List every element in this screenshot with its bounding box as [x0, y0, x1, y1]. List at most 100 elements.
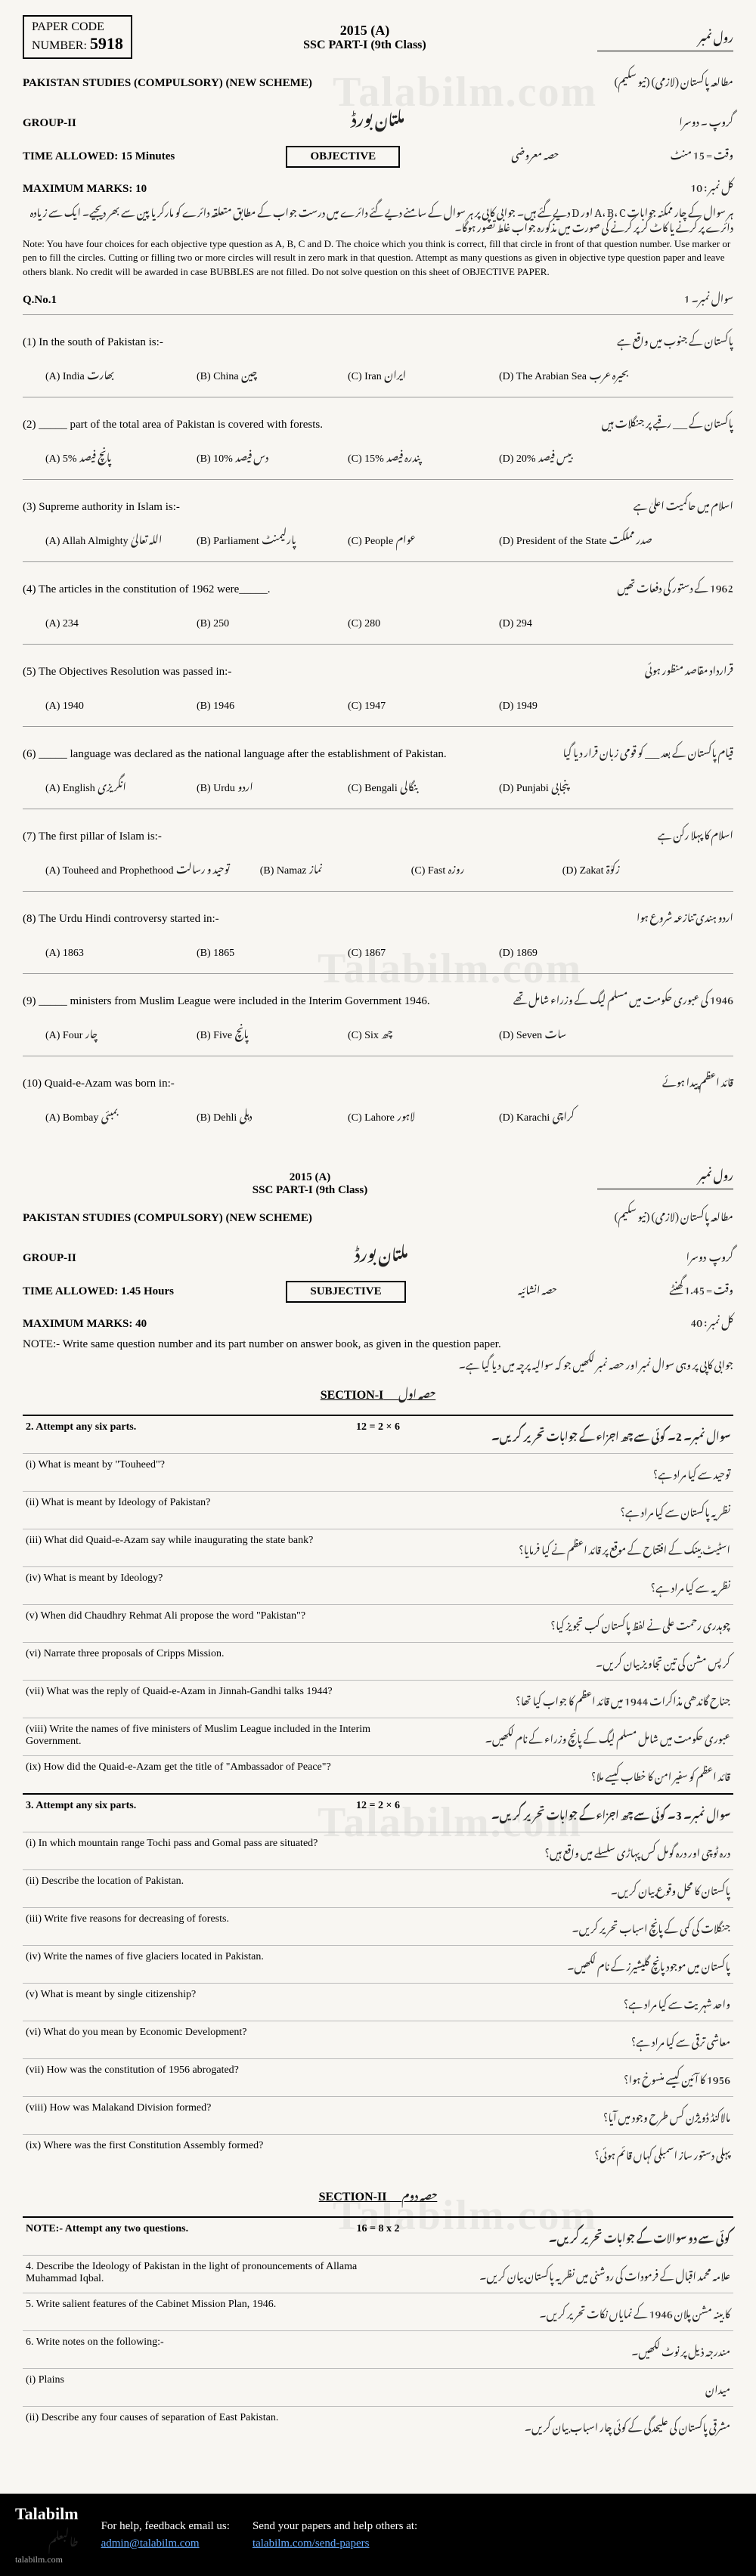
mcq-options: (A) Touheed and Prophethood توحید و رسال…: [23, 851, 733, 885]
short-question: (vii) How was the constitution of 1956 a…: [23, 2058, 733, 2096]
marks-urdu: کل نمبر : 10: [691, 172, 734, 199]
mcq-option: (C) People عوام: [348, 524, 469, 551]
mcq-stem-en: (9) _____ ministers from Muslim League w…: [23, 995, 430, 1008]
mcq-option: (B) 250: [197, 607, 318, 633]
mcq-option: (C) Bengali بنگالی: [348, 772, 469, 798]
mcq-stem-en: (5) The Objectives Resolution was passed…: [23, 666, 231, 679]
mcq-option: (C) Iran ایران: [348, 360, 469, 386]
mcq-item: (4) The articles in the constitution of …: [23, 561, 733, 644]
short-question: (i) Plainsمیدان: [23, 2368, 733, 2406]
subj-time-ur: وقت = 1.45 گھنٹے: [669, 1275, 733, 1301]
short-question: (vii) What was the reply of Quaid-e-Azam…: [23, 1680, 733, 1718]
mcq-option: (A) 1863: [45, 936, 166, 963]
mcq-options: (A) 5% پانچ فیصد(B) 10% دس فیصد(C) 15% پ…: [23, 439, 733, 473]
subjective-label: SUBJECTIVE: [286, 1281, 405, 1303]
note-urdu: ہر سوال کے چار ممکنہ جوابات A، B، C اور …: [23, 203, 733, 233]
lq-note: NOTE:- Attempt any two questions.: [26, 2223, 357, 2250]
mcq-item: (1) In the south of Pakistan is:-پاکستان…: [23, 314, 733, 397]
sq-en: 4. Describe the Ideology of Pakistan in …: [26, 2261, 378, 2287]
footer: Talabilm طالبعلم talabilm.com For help, …: [0, 2494, 756, 2576]
short-question: (v) When did Chaudhry Rehmat Ali propose…: [23, 1604, 733, 1642]
footer-send-link[interactable]: talabilm.com/send-papers: [253, 2537, 370, 2550]
year: 2015 (A): [147, 23, 582, 39]
mcq-stem-ur: اسلام میں حاکمیت اعلیٰ ہے: [634, 490, 733, 517]
footer-send-text: Send your papers and help others at:: [253, 2520, 417, 2532]
footer-email-link[interactable]: admin@talabilm.com: [101, 2537, 200, 2550]
mcq-stem-ur: پاکستان کے ___ رقبے پر جنگلات ہیں: [602, 408, 733, 434]
sq-en: (i) Plains: [26, 2374, 378, 2401]
mcq-option: (A) Bombay بمبئی: [45, 1101, 166, 1127]
mcq-options: (A) Four چار(B) Five پانچ(C) Six چھ(D) S…: [23, 1016, 733, 1050]
footer-logo-en: Talabilm: [15, 2504, 79, 2524]
objective-label: OBJECTIVE: [286, 146, 400, 168]
q-number: Q.No.1: [23, 294, 57, 307]
q3-head-ur: سوال نمبر۔ 3۔ کوئی سے چھ اجزاء کے جوابات…: [400, 1800, 730, 1826]
short-question: 5. Write salient features of the Cabinet…: [23, 2293, 733, 2330]
footer-send: Send your papers and help others at: tal…: [253, 2518, 417, 2552]
max-marks: MAXIMUM MARKS: 10: [23, 183, 147, 196]
sq-ur: مالاکنڈ ڈویژن کس طرح وجود میں آیا؟: [378, 2102, 730, 2129]
section1-urdu: حصہ اول: [398, 1379, 435, 1406]
footer-logo-ur: طالبعلم: [15, 2524, 79, 2554]
sq-en: (ii) Describe the location of Pakistan.: [26, 1876, 378, 1902]
mcq-list: (1) In the south of Pakistan is:-پاکستان…: [23, 314, 733, 1138]
subj-marks-ur: کل نمبر : 40: [691, 1307, 734, 1334]
sq-ur: واحد شہریت سے کیا مراد ہے؟: [378, 1989, 730, 2015]
sq-ur: پہلی دستور ساز اسمبلی کہاں قائم ہوئی؟: [378, 2140, 730, 2166]
subj-subject-ur: مطالعہ پاکستان (لازمی) (نیو سکیم): [614, 1201, 733, 1228]
subj-note-ur: جوابی کاپی پر وہی سوال نمبر اور حصہ نمبر…: [23, 1356, 733, 1371]
subj-time: TIME ALLOWED: 1.45 Hours: [23, 1285, 174, 1298]
mcq-option: (A) 1940: [45, 689, 166, 716]
short-question: (iv) What is meant by Ideology?نظریہ سے …: [23, 1566, 733, 1604]
sq-en: (iii) What did Quaid-e-Azam say while in…: [26, 1535, 378, 1561]
mcq-option: (D) The Arabian Sea بحیرہ عرب: [499, 360, 628, 386]
sq-ur: عبوری حکومت میں شامل مسلم لیگ کے پانچ وز…: [378, 1724, 730, 1750]
sq-ur: مندرجہ ذیل پر نوٹ لکھیں۔: [378, 2336, 730, 2363]
sq-en: (vii) How was the constitution of 1956 a…: [26, 2064, 378, 2091]
mcq-option: (D) 294: [499, 607, 620, 633]
lq-note-ur: کوئی سے دو سوالات کے جوابات تحریر کریں۔: [400, 2223, 731, 2250]
mcq-option: (C) 1867: [348, 936, 469, 963]
mcq-stem-ur: اردو ہندی تنازعہ شروع ہوا: [637, 902, 733, 929]
mcq-option: (D) Seven سات: [499, 1019, 620, 1045]
mcq-option: (A) Allah Almighty اللہ تعالیٰ: [45, 524, 166, 551]
mcq-options: (A) 1940 (B) 1946 (C) 1947 (D) 1949: [23, 686, 733, 720]
sq-en: (vii) What was the reply of Quaid-e-Azam…: [26, 1686, 378, 1712]
short-question: (viii) How was Malakand Division formed?…: [23, 2096, 733, 2134]
q3-marks: 12 = 2 × 6: [356, 1800, 400, 1826]
footer-help-text: For help, feedback email us:: [101, 2520, 230, 2532]
q-number-urdu: سوال نمبر۔ 1: [684, 283, 733, 310]
short-question: 4. Describe the Ideology of Pakistan in …: [23, 2255, 733, 2293]
q3-head: 3. Attempt any six parts.: [26, 1800, 356, 1826]
sq-en: (iv) Write the names of five glaciers lo…: [26, 1951, 378, 1978]
sq-en: (viii) Write the names of five ministers…: [26, 1724, 378, 1750]
subj-note-en: NOTE:- Write same question number and it…: [23, 1338, 501, 1351]
short-question: (vi) What do you mean by Economic Develo…: [23, 2021, 733, 2058]
mcq-item: (6) _____ language was declared as the n…: [23, 726, 733, 809]
sq-en: (i) In which mountain range Tochi pass a…: [26, 1838, 378, 1864]
sq-ur: توحید سے کیا مراد ہے؟: [378, 1459, 730, 1486]
sq-en: 6. Write notes on the following:-: [26, 2336, 378, 2363]
section2-label: SECTION-II: [319, 2191, 387, 2203]
subj-part-ur: حصہ انشائیہ: [518, 1275, 557, 1301]
sq-en: (viii) How was Malakand Division formed?: [26, 2102, 378, 2129]
mcq-option: (B) 1865: [197, 936, 318, 963]
sq-en: (i) What is meant by "Touheed"?: [26, 1459, 378, 1486]
sq-ur: میدان: [378, 2374, 730, 2401]
subj-year: 2015 (A): [290, 1171, 331, 1183]
sq-ur: جنگلات کی کمی کے پانچ اسباب تحریر کریں۔: [378, 1913, 730, 1940]
short-question: (ix) How did the Quaid-e-Azam get the ti…: [23, 1755, 733, 1793]
sq-ur: مشرقی پاکستان کی علیحدگی کے کوئی چار اسب…: [378, 2412, 730, 2438]
mcq-options: (A) English انگریزی(B) Urdu اردو(C) Beng…: [23, 768, 733, 802]
mcq-item: (9) _____ ministers from Muslim League w…: [23, 973, 733, 1056]
sq-ur: معاشی ترقی سے کیا مراد ہے؟: [378, 2027, 730, 2053]
paper-code-box: PAPER CODE NUMBER: 5918: [23, 15, 132, 59]
roll-number: رول نمبر: [597, 23, 733, 51]
mcq-option: (C) 280: [348, 607, 469, 633]
short-question: (ii) Describe the location of Pakistan.پ…: [23, 1869, 733, 1907]
mcq-option: (C) 1947: [348, 689, 469, 716]
mcq-option: (A) Touheed and Prophethood توحید و رسال…: [45, 854, 230, 880]
short-question: (ii) Describe any four causes of separat…: [23, 2406, 733, 2444]
sq-en: (ii) What is meant by Ideology of Pakist…: [26, 1497, 378, 1523]
mcq-stem-ur: قائد اعظم پیدا ہوئے: [662, 1067, 733, 1093]
